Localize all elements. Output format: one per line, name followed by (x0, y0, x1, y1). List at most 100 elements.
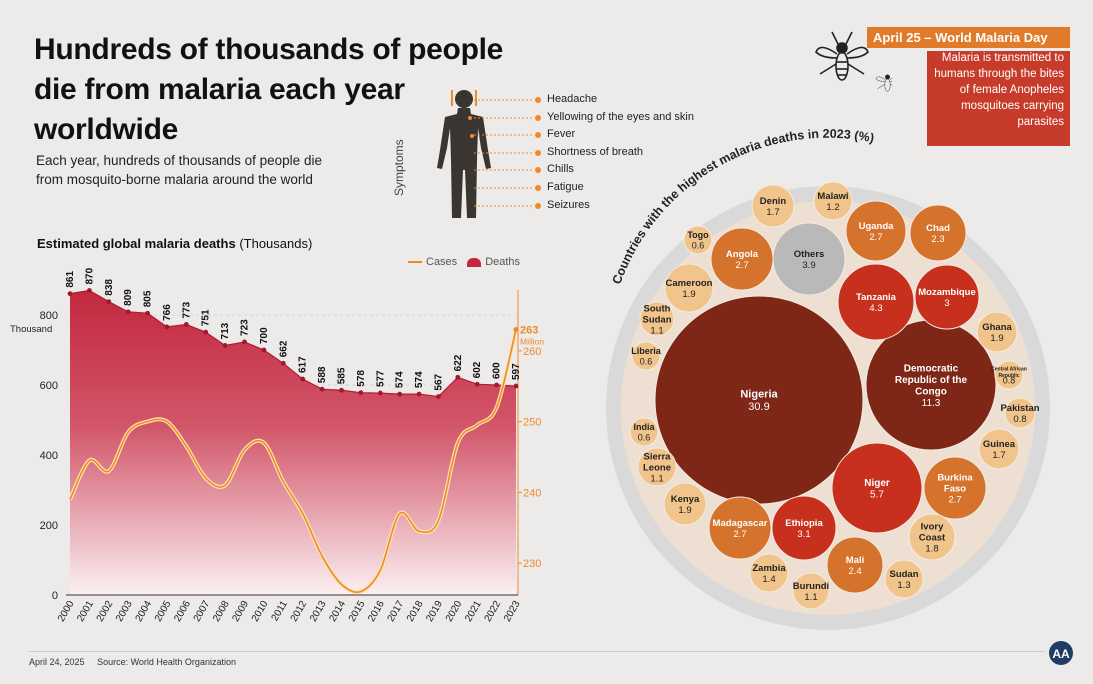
deaths-point (513, 383, 519, 389)
bubble-value-label: 5.7 (870, 489, 884, 500)
symptom-dot (535, 167, 541, 173)
symptom-dot (535, 132, 541, 138)
legend-cases: Cases (408, 256, 457, 268)
deaths-point (339, 387, 344, 393)
legend-deaths: Deaths (467, 256, 520, 268)
bubble-value-label: 4.3 (869, 303, 882, 314)
symptom-item: Chills (547, 163, 574, 175)
bubble-country-label: Togo (687, 230, 709, 240)
deaths-point (416, 391, 422, 397)
deaths-value-label: 588 (317, 366, 328, 383)
world-malaria-day-heading: April 25 – World Malaria Day (867, 27, 1070, 48)
bubble (1004, 397, 1036, 429)
bubble-value-label: 3 (944, 298, 949, 309)
bubble-country-label: Cameroon (666, 278, 713, 289)
cases-end-unit: Million (520, 337, 544, 347)
bubble (708, 496, 772, 560)
legend-cases-swatch (408, 261, 422, 264)
bubble (826, 536, 884, 594)
deaths-point (261, 347, 267, 353)
bubble (994, 360, 1024, 390)
deaths-value-label: 574 (395, 371, 406, 388)
deaths-point (319, 386, 325, 392)
y-left-tick-label: 400 (40, 450, 58, 462)
deaths-point (183, 322, 189, 327)
deaths-point (203, 329, 209, 335)
bubble-country-label: Ghana (982, 322, 1012, 333)
bubble-country-label: Angola (726, 249, 759, 260)
bubble-country-label: Ivory (921, 521, 944, 532)
bubble (923, 456, 987, 520)
bubble (909, 204, 967, 262)
symptom-item: Yellowing of the eyes and skin (547, 111, 694, 123)
symptom-markers-icon (451, 90, 477, 138)
symptom-item: Headache (547, 93, 598, 105)
footer: April 24, 2025 Source: World Health Orga… (29, 657, 236, 667)
bubble-value-label: 1.3 (897, 580, 910, 591)
bubble-country-label: India (633, 422, 655, 432)
bubble-country-label: Kenya (671, 494, 700, 505)
deaths-value-label: 600 (492, 362, 503, 379)
deaths-chart-title-unit: (Thousands) (239, 236, 313, 251)
y-left-tick-label: 0 (52, 590, 58, 602)
bubble-country-label: Congo (915, 386, 947, 397)
deaths-value-label: 597 (511, 363, 522, 380)
cases-end-label: 263 (520, 325, 538, 337)
deaths-chart-title: Estimated global malaria deaths (Thousan… (37, 236, 312, 251)
bubble-country-label: Burkina (937, 472, 973, 483)
bubble (637, 447, 677, 487)
y-left-tick-label: 200 (40, 520, 58, 532)
bubble-value-label: 3.9 (802, 260, 815, 271)
y-left-tick-label: 800 (40, 310, 58, 322)
deaths-point (106, 299, 112, 305)
bubble-country-label: Coast (919, 532, 946, 543)
deaths-value-label: 662 (278, 340, 289, 357)
bubble-value-label: 2.7 (948, 494, 961, 505)
deaths-value-label: 870 (84, 267, 95, 284)
cases-end-point (513, 327, 519, 333)
legend-deaths-swatch (467, 257, 482, 267)
y-right-tick-label: 250 (523, 417, 541, 429)
deaths-point (300, 376, 306, 382)
bubble-country-label: Democratic (904, 363, 959, 374)
bubble-value-label: 1.1 (650, 473, 663, 484)
y-right-tick-label: 240 (523, 487, 541, 499)
symptom-item: Fever (547, 128, 576, 140)
deaths-value-label: 751 (201, 309, 212, 326)
deaths-value-label: 585 (336, 367, 347, 384)
deaths-point (242, 339, 247, 345)
bubble-country-label: Uganda (859, 221, 895, 232)
deaths-value-label: 723 (240, 319, 251, 336)
bubble-country-label: Central African (991, 366, 1027, 372)
deaths-point (494, 382, 500, 388)
bubble (976, 311, 1018, 353)
symptom-dot (535, 97, 541, 103)
deaths-point (164, 324, 170, 330)
bubble-country-label: Mozambique (918, 287, 976, 298)
bubble (663, 482, 707, 526)
bubble-country-label: Malawi (817, 191, 848, 202)
footer-divider (29, 651, 1045, 652)
bubble-country-label: Guinea (983, 439, 1016, 450)
bubble-country-label: Sudan (889, 569, 918, 580)
symptom-item: Shortness of breath (547, 146, 644, 158)
deaths-area (70, 290, 516, 595)
bubble (629, 417, 659, 447)
world-malaria-day-panel (927, 51, 1070, 146)
deaths-point (436, 394, 441, 399)
bubble-value-label: 0.6 (638, 432, 651, 442)
bubble-value-label: 1.9 (678, 505, 691, 516)
bubble-value-label: 0.6 (640, 356, 653, 366)
deaths-point (222, 343, 228, 348)
deaths-point (377, 390, 383, 396)
bubble-value-label: 3.1 (797, 529, 810, 540)
bubble-value-label: 1.1 (804, 592, 817, 603)
deaths-value-label: 622 (453, 354, 464, 371)
y-right-tick-label: 260 (523, 346, 541, 358)
bubble (914, 264, 980, 330)
y-left-unit-label: Thousand (10, 324, 52, 335)
bubble (683, 225, 713, 255)
bubble (813, 181, 853, 221)
deaths-value-label: 805 (143, 290, 154, 307)
